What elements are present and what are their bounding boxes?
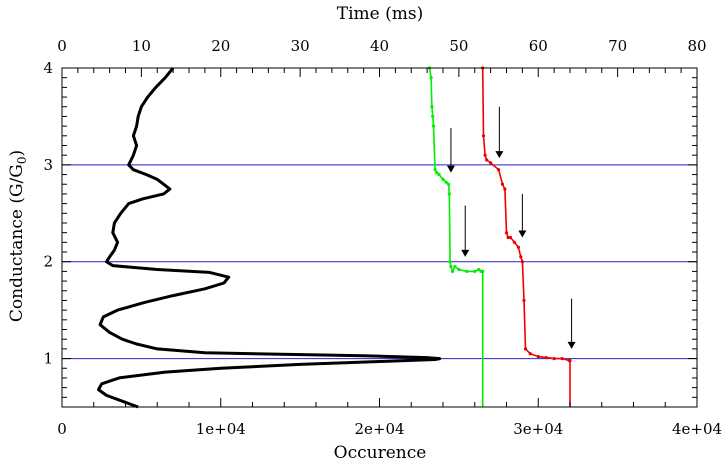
trace-point: [431, 124, 436, 128]
x2-tick-label: 30: [291, 37, 310, 55]
trace-point: [444, 180, 448, 184]
trace-point: [508, 235, 513, 240]
arrow-head: [461, 249, 470, 257]
x2-tick-label: 20: [211, 37, 230, 55]
trace-point: [457, 267, 461, 272]
trace-point: [435, 171, 439, 175]
conductance-traces: [427, 66, 572, 407]
x-tick-label: 3e+04: [513, 420, 563, 438]
x-axis-title: Occurence: [334, 443, 427, 463]
arrow-head: [518, 230, 527, 238]
x-tick-label: 1e+04: [196, 420, 246, 438]
x-tick-label: 2e+04: [354, 420, 404, 438]
trace-point: [536, 355, 540, 359]
x2-tick-label: 0: [57, 37, 67, 55]
y-tick-label: 2: [43, 253, 53, 271]
step-arrows: [446, 106, 576, 349]
y-tick-label: 4: [43, 59, 53, 77]
trace-point: [523, 347, 528, 351]
x-tick-label: 4e+04: [672, 420, 722, 438]
trace-point: [447, 182, 451, 186]
y-tick-label: 1: [43, 350, 53, 368]
trace-point: [473, 269, 477, 273]
trace-point: [431, 114, 435, 118]
trace-point: [528, 352, 532, 356]
tick-labels: 0 1e+04 2e+04 3e+04 4e+04 0 10 20 30 40 50 60 70 80 1 2…: [43, 37, 722, 438]
x2-axis-title: Time (ms): [337, 4, 423, 24]
trace-point: [453, 265, 457, 269]
trace-point: [430, 105, 434, 109]
axis-ticks: [61, 67, 698, 407]
trace-line-2: [481, 67, 571, 407]
trace-point: [522, 298, 526, 303]
trace-point: [449, 265, 453, 269]
trace-point: [568, 358, 572, 363]
trace-point: [489, 161, 493, 165]
trace-point: [506, 235, 510, 240]
trace-line-1: [428, 67, 484, 407]
trace-point: [483, 153, 487, 157]
trace-point: [503, 187, 507, 191]
trace-point: [465, 269, 469, 273]
trace-point: [433, 168, 437, 172]
y-axis-title: Conductance (G/G0): [7, 150, 29, 322]
x2-tick-label: 60: [529, 37, 548, 55]
x2-tick-label: 40: [370, 37, 389, 55]
y-tick-label: 3: [43, 156, 53, 174]
histogram-series: [97, 67, 442, 409]
arrow-head: [567, 341, 576, 349]
histogram-line: [97, 67, 442, 409]
x2-tick-label: 70: [608, 37, 627, 55]
trace-point: [544, 356, 548, 360]
trace-point: [520, 260, 525, 264]
x2-tick-label: 50: [449, 37, 468, 55]
x2-tick-label: 80: [687, 37, 706, 55]
trace-point: [481, 269, 485, 273]
trace-point: [437, 172, 441, 177]
arrow-head: [446, 165, 455, 173]
trace-point: [552, 357, 556, 361]
trace-point: [450, 269, 455, 273]
trace-point: [485, 158, 489, 162]
trace-point: [560, 357, 564, 361]
trace-point: [497, 168, 501, 172]
trace-point: [441, 177, 445, 181]
x2-tick-label: 10: [132, 37, 151, 55]
trace-point: [448, 260, 452, 264]
trace-point: [477, 267, 481, 272]
trace-point: [504, 231, 509, 235]
x-tick-label: 0: [57, 420, 67, 438]
trace-point: [519, 255, 523, 259]
trace-point: [516, 245, 521, 249]
trace-point: [447, 192, 451, 196]
trace-point: [500, 182, 505, 186]
trace-point: [429, 76, 433, 80]
reference-lines: [62, 164, 697, 360]
arrow-head: [495, 151, 504, 159]
trace-point: [512, 240, 517, 244]
trace-point: [481, 134, 486, 138]
